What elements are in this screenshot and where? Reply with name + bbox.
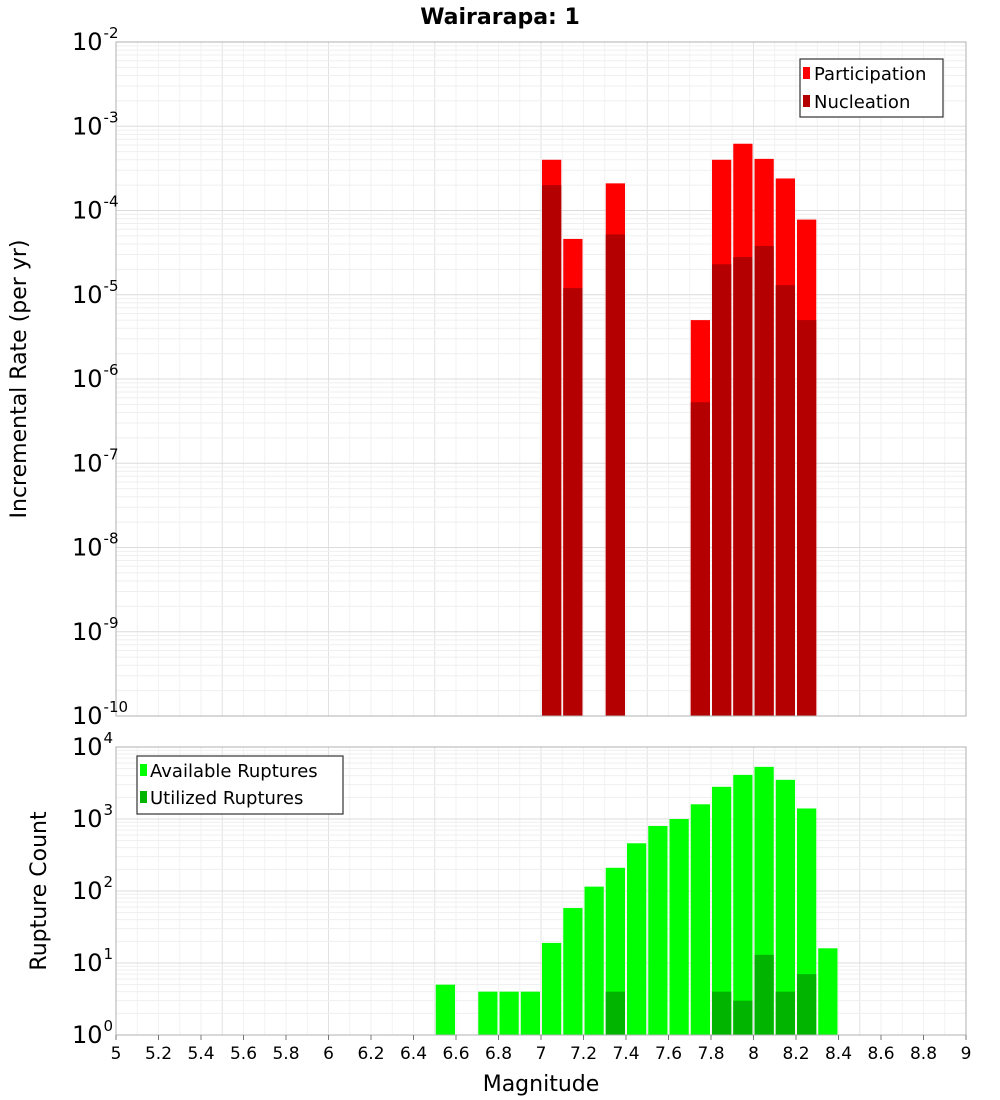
rate-y-tick-label: 10-9: [72, 614, 119, 646]
rate-legend-box: [799, 58, 944, 118]
rate-y-tick-label: 10-6: [72, 361, 119, 393]
count-plot-panel: 100 101 102 103 104 Rupture Count Available …: [27, 729, 967, 1049]
rate-bar-nucleation: [712, 264, 732, 716]
chart-title: Wairarapa: 1: [420, 5, 580, 30]
count-bar-utilized-ruptures: [797, 974, 817, 1035]
x-tick-label: 5.6: [230, 1044, 257, 1064]
rate-bar-nucleation: [733, 257, 753, 716]
count-plot-y-ticks: 100 101 102 103 104: [72, 729, 113, 1049]
x-tick-label: 5.8: [272, 1044, 299, 1064]
count-y-tick-label: 102: [72, 873, 113, 905]
count-bar-utilized-ruptures: [712, 991, 732, 1035]
count-bar-utilized-ruptures: [754, 954, 774, 1035]
utilized-legend-swatch: [140, 791, 147, 803]
x-tick-label: 5: [111, 1044, 122, 1064]
rate-plot-bars: [542, 143, 817, 717]
rate-y-tick-label: 10-4: [72, 193, 119, 225]
count-bar-available-ruptures: [775, 779, 795, 1035]
rate-bar-nucleation: [563, 288, 583, 716]
count-bar-utilized-ruptures: [605, 991, 625, 1035]
rate-bar-nucleation: [605, 234, 625, 717]
rate-y-axis-label: Incremental Rate (per yr): [7, 240, 32, 519]
available-legend-swatch: [140, 764, 147, 776]
x-tick-label: 8.6: [867, 1044, 894, 1064]
count-bar-available-ruptures: [627, 843, 647, 1035]
count-bar-available-ruptures: [563, 908, 583, 1035]
x-axis-label: Magnitude: [483, 1072, 600, 1097]
x-tick-label: 8.8: [910, 1044, 937, 1064]
count-y-axis-label: Rupture Count: [27, 811, 52, 971]
rate-plot-frame: [115, 41, 967, 717]
x-tick-label: 6.8: [485, 1044, 512, 1064]
rate-bar-nucleation: [754, 245, 774, 716]
available-legend-label: Available Ruptures: [150, 761, 318, 782]
x-tick-label: 6: [323, 1044, 334, 1064]
participation-legend-swatch: [803, 67, 810, 79]
x-tick-label: 7.8: [697, 1044, 724, 1064]
rate-y-tick-label: 10-5: [72, 277, 119, 309]
count-legend-box: [136, 755, 344, 815]
nucleation-legend-swatch: [803, 95, 810, 107]
x-tick-label: 5.2: [145, 1044, 172, 1064]
participation-legend-label: Participation: [814, 64, 926, 85]
x-tick-label: 8.4: [825, 1044, 852, 1064]
rate-y-tick-label: 10-8: [72, 530, 119, 562]
x-tick-label: 6.4: [400, 1044, 427, 1064]
rate-y-tick-label: 10-2: [72, 24, 119, 56]
count-y-tick-label: 103: [72, 801, 113, 833]
rate-y-tick-label: 10-10: [72, 698, 128, 730]
count-y-tick-label: 100: [72, 1017, 113, 1049]
count-bar-available-ruptures: [584, 886, 604, 1035]
x-tick-label: 7.2: [570, 1044, 597, 1064]
x-tick-label: 7.4: [612, 1044, 639, 1064]
utilized-legend-label: Utilized Ruptures: [150, 788, 303, 809]
rate-bar-nucleation: [542, 185, 562, 716]
rate-legend: Participation Nucleation: [799, 58, 944, 118]
x-tick-label: 8: [748, 1044, 759, 1064]
nucleation-legend-label: Nucleation: [814, 92, 910, 113]
rate-bar-nucleation: [797, 320, 817, 716]
rate-y-tick-label: 10-3: [72, 108, 119, 140]
rate-bar-nucleation: [775, 285, 795, 716]
count-bar-available-ruptures: [733, 774, 753, 1035]
count-bar-available-ruptures: [542, 942, 562, 1035]
count-bar-available-ruptures: [478, 991, 498, 1035]
count-bar-available-ruptures: [499, 991, 519, 1035]
rate-plot-grid: [115, 42, 967, 717]
count-bar-available-ruptures: [520, 991, 540, 1035]
count-bar-available-ruptures: [690, 804, 710, 1035]
x-tick-label: 9: [961, 1044, 972, 1064]
count-plot-bars: [435, 766, 838, 1035]
rate-bar-nucleation: [690, 402, 710, 716]
x-tick-label: 7: [536, 1044, 547, 1064]
count-y-tick-label: 104: [72, 729, 113, 761]
count-bar-available-ruptures: [818, 948, 838, 1035]
count-bar-available-ruptures: [669, 819, 689, 1035]
count-bar-utilized-ruptures: [775, 991, 795, 1035]
x-tick-label: 8.2: [782, 1044, 809, 1064]
rate-y-tick-label: 10-7: [72, 445, 119, 477]
count-bar-available-ruptures: [648, 825, 668, 1035]
count-bar-available-ruptures: [712, 786, 732, 1035]
count-legend: Available Ruptures Utilized Ruptures: [136, 755, 344, 815]
count-y-tick-label: 101: [72, 945, 113, 977]
x-tick-label: 6.6: [442, 1044, 469, 1064]
count-bar-available-ruptures: [435, 984, 455, 1035]
count-bar-utilized-ruptures: [733, 1000, 753, 1035]
rate-plot-panel: 10-10 10-9 10-8 10-7 10-6 10-5 10-4 10-3 10-2 In…: [7, 24, 967, 730]
x-tick-label: 5.4: [187, 1044, 214, 1064]
x-tick-label: 6.2: [357, 1044, 384, 1064]
x-tick-label: 7.6: [655, 1044, 682, 1064]
x-axis: 5 5.2 5.4 5.6 5.8 6 6.2 6.4 6.6 6.8 7 7.2 7.4 7.6 7.8 8…: [111, 1035, 972, 1064]
